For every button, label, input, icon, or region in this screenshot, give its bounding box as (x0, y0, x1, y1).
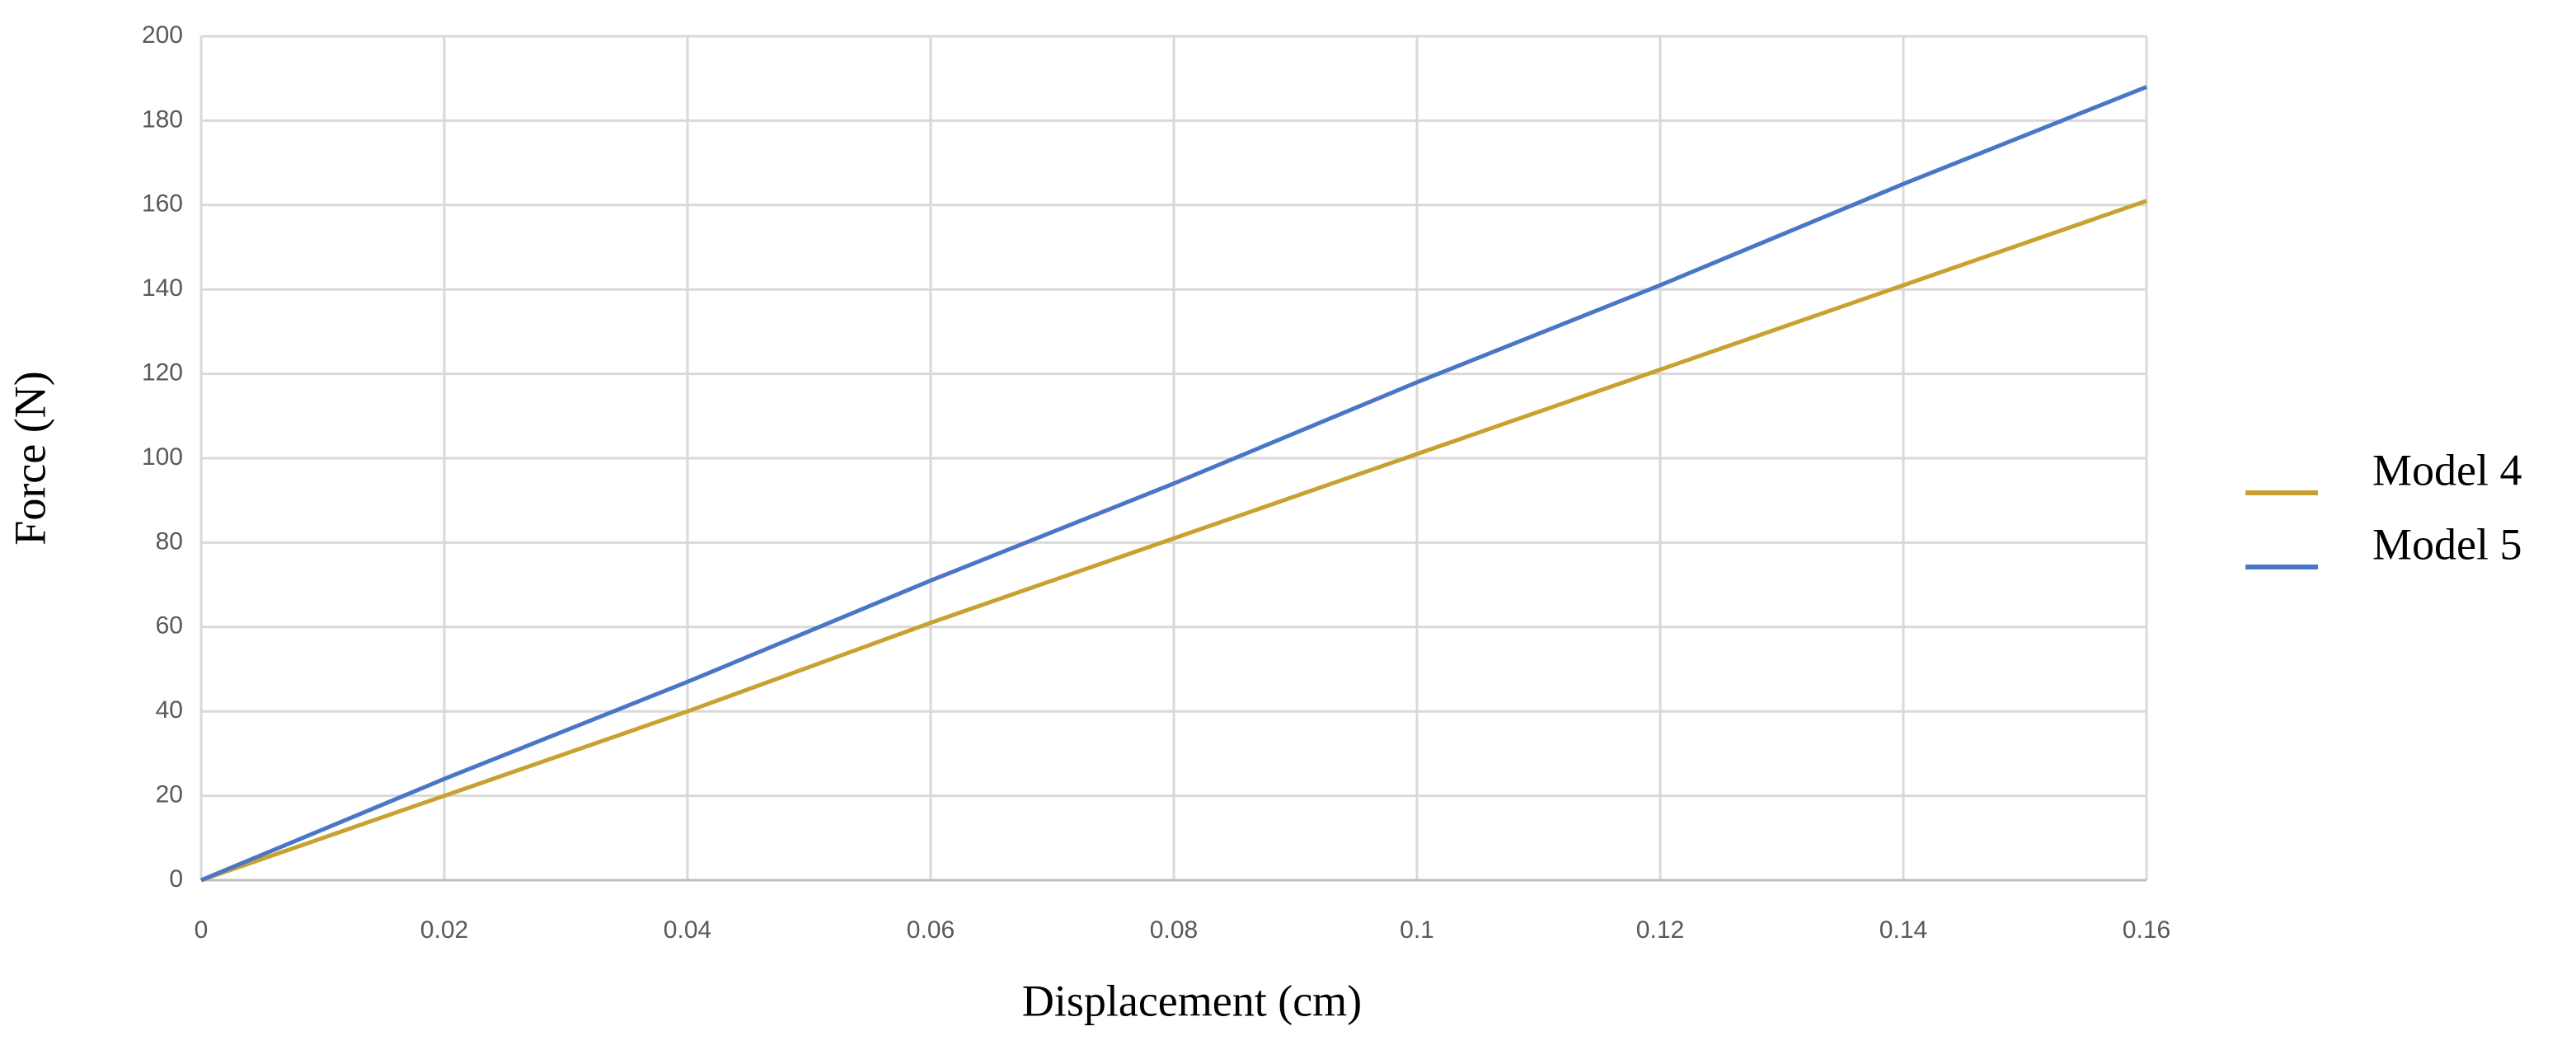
y-axis-title: Force (N) (5, 371, 54, 545)
series-line (200, 199, 2147, 883)
y-tick-label: 40 (156, 696, 183, 724)
legend-label: Model 5 (2372, 519, 2522, 569)
x-tick-label: 0.06 (907, 916, 955, 944)
series-line (200, 85, 2147, 883)
y-tick-label: 20 (156, 781, 183, 808)
y-tick-label: 200 (142, 21, 183, 49)
x-tick-label: 0.08 (1150, 916, 1198, 944)
x-tick-label: 0.14 (1879, 916, 1927, 944)
x-tick-label: 0 (195, 916, 209, 944)
y-tick-label: 160 (142, 190, 183, 218)
y-tick-label: 180 (142, 105, 183, 133)
y-tick-label: 60 (156, 612, 183, 640)
x-tick-label: 0.12 (1636, 916, 1684, 944)
y-tick-label: 80 (156, 527, 183, 555)
x-tick-label: 0.02 (420, 916, 468, 944)
x-axis-title: Displacement (cm) (1022, 976, 1362, 1025)
y-tick-label: 140 (142, 274, 183, 302)
y-tick-label: 100 (142, 443, 183, 471)
x-tick-label: 0.16 (2123, 916, 2170, 944)
y-tick-label: 0 (169, 865, 183, 893)
x-tick-label: 0.1 (1400, 916, 1434, 944)
x-tick-label: 0.04 (664, 916, 711, 944)
legend-label: Model 4 (2372, 445, 2522, 494)
y-tick-label: 120 (142, 359, 183, 387)
